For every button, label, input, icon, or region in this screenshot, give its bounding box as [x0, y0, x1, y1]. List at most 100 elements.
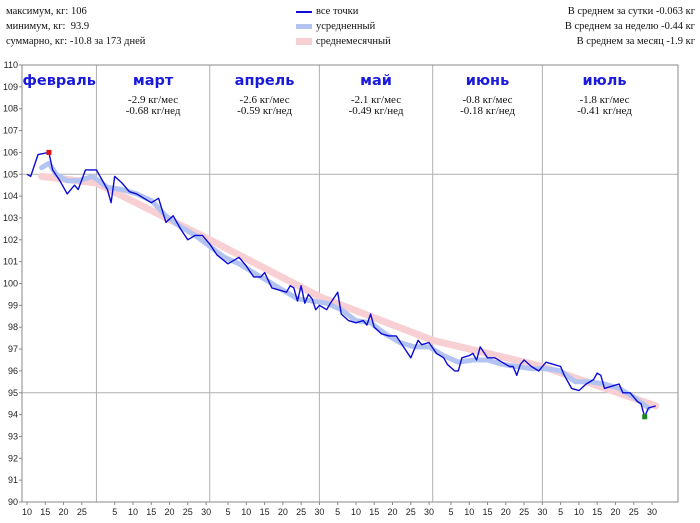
- axis-labels: 9091929394959697989910010110210310410510…: [3, 60, 657, 517]
- month-rate-per-week-1: -0.68 кг/нед: [126, 105, 181, 117]
- y-tick-label-93: 93: [8, 431, 18, 441]
- x-tick-label-21: 30: [424, 507, 434, 517]
- legend-swatch-all-points: [296, 10, 312, 13]
- y-tick-label-97: 97: [8, 344, 18, 354]
- max-point-marker: [46, 149, 52, 155]
- x-tick-label-2: 20: [59, 507, 69, 517]
- month-label-5: июль: [582, 73, 626, 89]
- legend-label-all-points: все точки: [316, 6, 359, 17]
- y-tick-label-109: 109: [3, 82, 18, 92]
- x-tick-label-31: 20: [610, 507, 620, 517]
- x-tick-label-7: 20: [165, 507, 175, 517]
- x-tick-label-23: 10: [464, 507, 474, 517]
- x-tick-label-1: 15: [40, 507, 50, 517]
- x-tick-label-15: 30: [314, 507, 324, 517]
- x-tick-label-30: 15: [592, 507, 602, 517]
- avg-per-month-label: В среднем за месяц -1.9 кг: [576, 36, 695, 47]
- y-tick-label-104: 104: [3, 191, 18, 201]
- x-tick-label-32: 25: [629, 507, 639, 517]
- month-label-0: февраль: [23, 73, 96, 89]
- x-tick-label-24: 15: [483, 507, 493, 517]
- legend: все точки усредненный среднемесячный: [296, 4, 391, 49]
- month-rate-per-month-3: -2.1 кг/мес: [351, 94, 401, 106]
- grid: [22, 65, 678, 502]
- month-rate-per-month-5: -1.8 кг/мес: [579, 94, 629, 106]
- month-rate-per-month-2: -2.6 кг/мес: [240, 94, 290, 106]
- legend-item-monthly: среднемесячный: [296, 34, 391, 49]
- x-tick-label-20: 25: [406, 507, 416, 517]
- month-rate-per-week-5: -0.41 кг/нед: [577, 105, 632, 117]
- max-weight-label: максимум, кг: 106: [6, 6, 87, 17]
- x-tick-label-19: 20: [387, 507, 397, 517]
- total-change-label: суммарно, кг: -10.8 за 173 дней: [6, 36, 146, 47]
- month-label-3: май: [360, 73, 392, 89]
- x-tick-label-28: 5: [558, 507, 563, 517]
- y-tick-label-95: 95: [8, 388, 18, 398]
- avg-per-day-label: В среднем за сутки -0.063 кг: [567, 6, 695, 17]
- month-label-4: июнь: [466, 73, 509, 89]
- x-tick-label-33: 30: [647, 507, 657, 517]
- month-rate-per-month-1: -2.9 кг/мес: [128, 94, 178, 106]
- y-tick-label-96: 96: [8, 366, 18, 376]
- all-points-line-layer: [26, 149, 656, 420]
- y-tick-label-108: 108: [3, 104, 18, 114]
- y-tick-label-101: 101: [3, 257, 18, 267]
- series-all-points-line: [26, 151, 656, 418]
- x-tick-label-6: 15: [146, 507, 156, 517]
- x-tick-label-11: 10: [241, 507, 251, 517]
- y-tick-label-98: 98: [8, 322, 18, 332]
- x-tick-label-14: 25: [296, 507, 306, 517]
- y-tick-label-102: 102: [3, 235, 18, 245]
- smoothed-line-layer: [39, 160, 651, 411]
- min-weight-label: минимум, кг: 93.9: [6, 21, 90, 32]
- stats-block: максимум, кг: 106 минимум, кг: 93.9 сумм…: [6, 4, 145, 49]
- x-tick-label-22: 5: [448, 507, 453, 517]
- y-tick-label-94: 94: [8, 410, 18, 420]
- month-rate-per-week-2: -0.59 кг/нед: [237, 105, 292, 117]
- series-smoothed-line: [39, 160, 651, 411]
- x-tick-label-9: 30: [201, 507, 211, 517]
- month-label-2: апрель: [235, 73, 295, 89]
- x-tick-label-5: 10: [128, 507, 138, 517]
- x-tick-label-3: 25: [77, 507, 87, 517]
- x-tick-label-18: 15: [369, 507, 379, 517]
- y-tick-label-99: 99: [8, 300, 18, 310]
- plot-frame: [21, 64, 679, 503]
- x-tick-label-0: 10: [22, 507, 32, 517]
- x-tick-label-25: 20: [501, 507, 511, 517]
- y-tick-label-103: 103: [3, 213, 18, 223]
- min-point-marker: [642, 414, 648, 420]
- legend-swatch-monthly: [296, 38, 312, 45]
- y-tick-label-105: 105: [3, 169, 18, 179]
- x-tick-label-12: 15: [260, 507, 270, 517]
- x-tick-label-16: 5: [335, 507, 340, 517]
- x-tick-label-13: 20: [278, 507, 288, 517]
- x-tick-label-26: 25: [519, 507, 529, 517]
- month-labels: февраль март -2.9 кг/мес-0.68 кг/нед апрель…: [23, 73, 633, 117]
- legend-label-smoothed: усредненный: [316, 21, 376, 32]
- legend-item-all-points: все точки: [296, 4, 391, 19]
- x-tick-label-17: 10: [351, 507, 361, 517]
- x-tick-label-8: 25: [183, 507, 193, 517]
- month-rate-per-week-3: -0.49 кг/нед: [349, 105, 404, 117]
- y-tick-label-106: 106: [3, 147, 18, 157]
- month-rate-per-month-4: -0.8 кг/мес: [462, 94, 512, 106]
- x-tick-label-27: 30: [537, 507, 547, 517]
- y-tick-label-107: 107: [3, 126, 18, 136]
- y-tick-label-92: 92: [8, 453, 18, 463]
- y-tick-label-110: 110: [4, 60, 18, 70]
- y-tick-label-91: 91: [8, 475, 18, 485]
- x-tick-label-4: 5: [112, 507, 117, 517]
- y-tick-label-90: 90: [8, 497, 18, 507]
- legend-label-monthly: среднемесячный: [316, 36, 391, 47]
- legend-swatch-smoothed: [296, 24, 312, 29]
- x-tick-label-10: 5: [226, 507, 231, 517]
- month-rate-per-week-4: -0.18 кг/нед: [460, 105, 515, 117]
- y-tick-label-100: 100: [3, 279, 18, 289]
- x-tick-label-29: 10: [574, 507, 584, 517]
- avg-per-week-label: В среднем за неделю -0.44 кг: [564, 21, 695, 32]
- legend-item-smoothed: усредненный: [296, 19, 391, 34]
- averages-block: В среднем за сутки -0.063 кг В среднем з…: [565, 4, 695, 49]
- month-label-1: март: [133, 73, 174, 89]
